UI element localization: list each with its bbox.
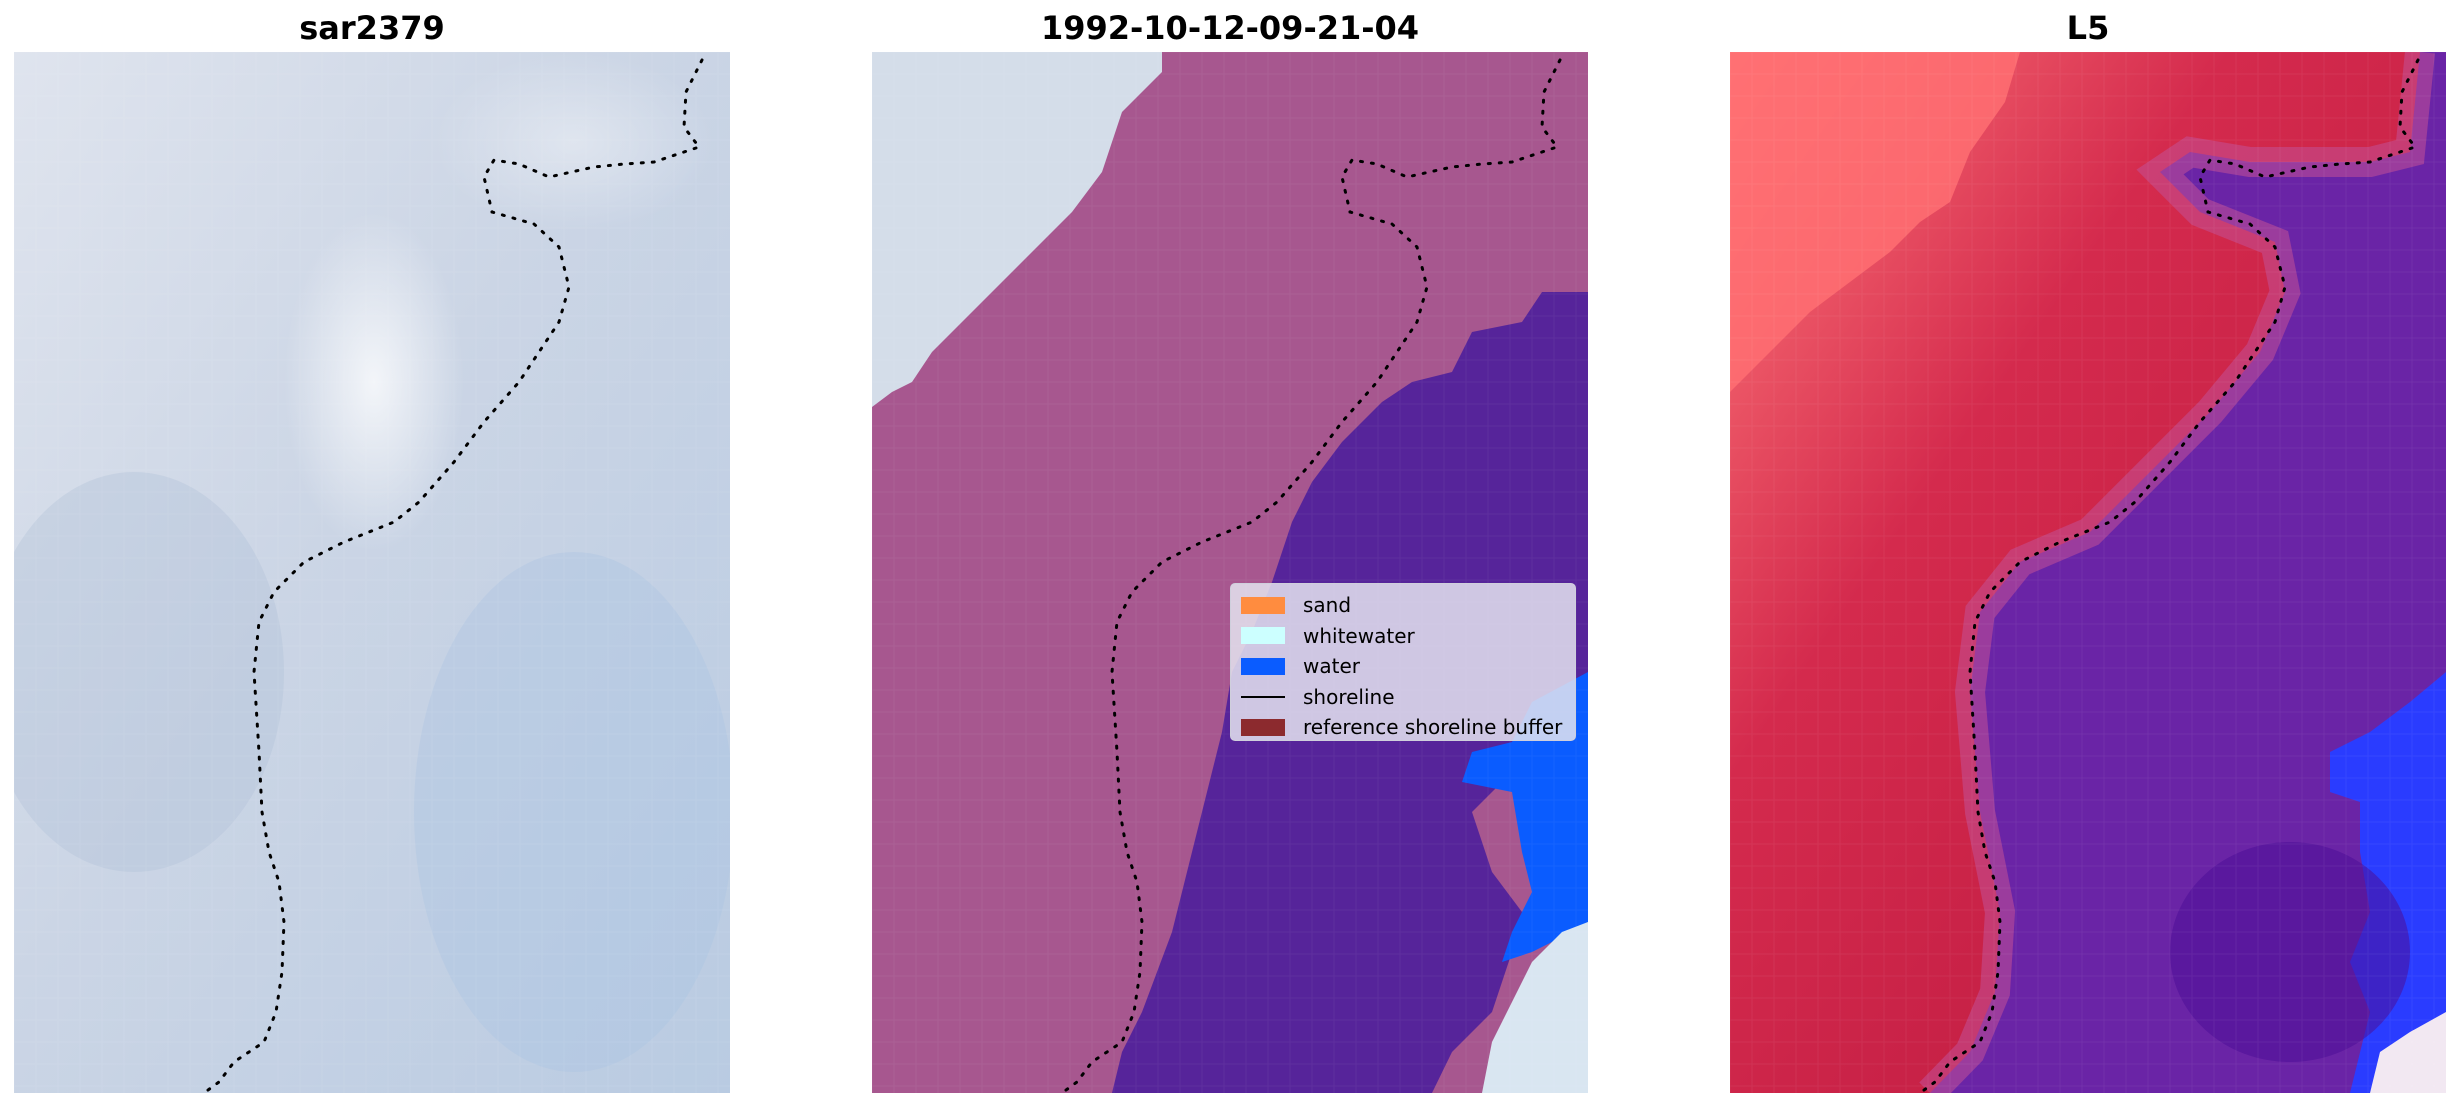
legend-label-sand: sand <box>1303 593 1352 618</box>
legend-label-buffer: reference shoreline buffer <box>1303 715 1563 740</box>
shoreline-1 <box>202 58 704 1093</box>
legend-item-whitewater: whitewater <box>1241 621 1565 652</box>
legend: sand whitewater water shoreline referenc… <box>1230 583 1576 741</box>
legend-label-water: water <box>1303 654 1360 679</box>
panel-title-1: sar2379 <box>299 9 445 47</box>
legend-item-shoreline: shoreline <box>1241 682 1565 713</box>
classification-panel <box>872 52 1588 1093</box>
legend-item-buffer: reference shoreline buffer <box>1241 712 1565 743</box>
legend-label-whitewater: whitewater <box>1303 623 1415 648</box>
index-panel <box>1730 52 2446 1093</box>
water-swatch <box>1241 657 1285 675</box>
panel-title-3: L5 <box>2066 9 2110 47</box>
sand-swatch <box>1241 596 1285 614</box>
legend-label-shoreline: shoreline <box>1303 684 1395 709</box>
legend-item-sand: sand <box>1241 590 1565 621</box>
shoreline-3 <box>1918 58 2420 1093</box>
legend-item-water: water <box>1241 651 1565 682</box>
buffer-swatch <box>1241 718 1285 736</box>
rgb-image-panel <box>14 52 730 1093</box>
panel-title-2: 1992-10-12-09-21-04 <box>1040 9 1420 47</box>
shoreline-2 <box>1060 58 1562 1093</box>
whitewater-swatch <box>1241 627 1285 645</box>
shoreline-swatch <box>1241 695 1285 698</box>
